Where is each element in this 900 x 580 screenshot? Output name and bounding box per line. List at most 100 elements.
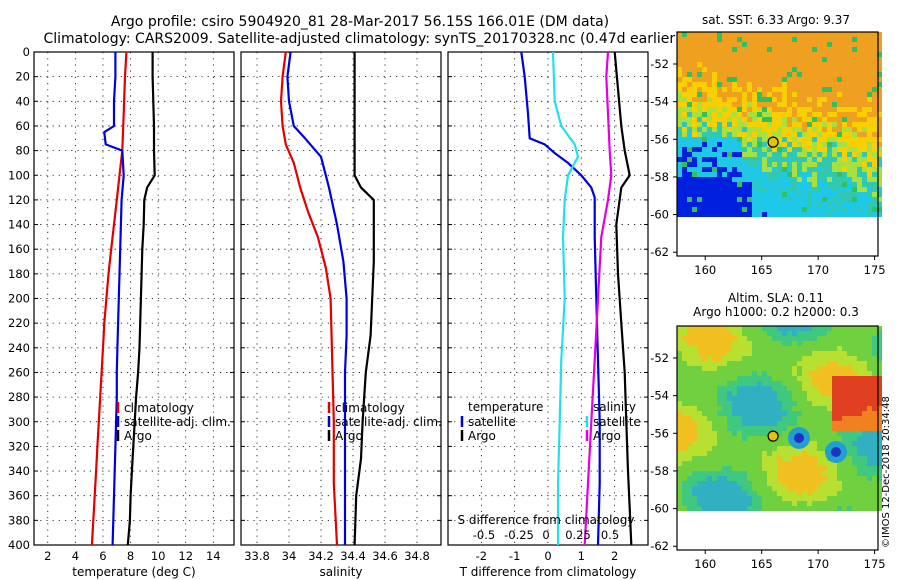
map-cell [682, 416, 687, 421]
map-cell [842, 117, 847, 122]
map-cell [797, 212, 802, 217]
map-cell [707, 162, 712, 167]
map-cell [727, 172, 732, 177]
map-cell [737, 147, 742, 152]
map-cell [692, 411, 697, 416]
map-cell [747, 52, 752, 57]
map-cell [792, 192, 797, 197]
imos-credit: ©IMOS 12-Dec-2018 20:34:48 [881, 396, 892, 548]
map-cell [877, 202, 882, 207]
map-cell [822, 67, 827, 72]
y-tick-label: 20 [15, 70, 30, 84]
map-cell [822, 87, 827, 92]
map-cell [722, 351, 727, 356]
map-cell [772, 326, 777, 331]
map-cell [852, 117, 857, 122]
map-cell [732, 202, 737, 207]
map-cell [727, 431, 732, 436]
map-cell [767, 366, 772, 371]
map-cell [707, 167, 712, 172]
map-cell [832, 431, 837, 436]
map-cell [782, 461, 787, 466]
map-cell [677, 87, 682, 92]
map-cell [797, 192, 802, 197]
y-tick-label: 180 [8, 267, 30, 281]
map-cell [812, 396, 817, 401]
map-cell [842, 132, 847, 137]
map-cell [832, 461, 837, 466]
map-cell [682, 461, 687, 466]
map-cell [717, 87, 722, 92]
map-cell [822, 476, 827, 481]
map-cell [762, 391, 767, 396]
map-cell [687, 416, 692, 421]
map-cell [697, 346, 702, 351]
map-cell [702, 67, 707, 72]
map-cell [742, 117, 747, 122]
map-cell [692, 406, 697, 411]
map-cell [802, 142, 807, 147]
map-cell [722, 107, 727, 112]
map-cell [817, 142, 822, 147]
map-cell [777, 331, 782, 336]
map-cell [842, 97, 847, 102]
map-cell [702, 32, 707, 37]
map-cell [697, 391, 702, 396]
map-cell [782, 87, 787, 92]
map-cell [707, 386, 712, 391]
map-cell [757, 147, 762, 152]
map-cell [702, 102, 707, 107]
map-cell [677, 197, 682, 202]
map-cell [787, 47, 792, 52]
map-cell [747, 57, 752, 62]
map-cell [687, 87, 692, 92]
map-cell [807, 326, 812, 331]
map-cell [812, 351, 817, 356]
map-cell [842, 426, 847, 431]
map-cell [797, 117, 802, 122]
map-cell [677, 137, 682, 142]
series-satellite-adj-clim- [103, 52, 125, 546]
map-cell [727, 446, 732, 451]
map-cell [807, 426, 812, 431]
map-cell [762, 386, 767, 391]
map-cell [847, 67, 852, 72]
map-cell [862, 157, 867, 162]
map-cell [752, 346, 757, 351]
map-cell [817, 471, 822, 476]
map-cell [832, 182, 837, 187]
map-cell [867, 461, 872, 466]
map-cell [697, 481, 702, 486]
map-cell [822, 381, 827, 386]
map-cell [677, 117, 682, 122]
map-cell [847, 336, 852, 341]
map-cell [767, 32, 772, 37]
map-cell [857, 381, 862, 386]
map-cell [697, 162, 702, 167]
map-cell [737, 52, 742, 57]
map-cell [732, 57, 737, 62]
map-cell [717, 202, 722, 207]
map-cell [722, 72, 727, 77]
map-cell [747, 142, 752, 147]
map-cell [827, 122, 832, 127]
map-cell [872, 381, 877, 386]
map-cell [742, 87, 747, 92]
map-cell [812, 132, 817, 137]
series-climatology [279, 51, 339, 546]
map-cell [802, 381, 807, 386]
map-cell [862, 92, 867, 97]
map-cell [697, 142, 702, 147]
map-cell [832, 326, 837, 331]
map-cell [802, 506, 807, 511]
map-cell [732, 346, 737, 351]
map-cell [832, 162, 837, 167]
map-cell [682, 391, 687, 396]
map-cell [717, 157, 722, 162]
map-cell [792, 187, 797, 192]
map-cell [737, 496, 742, 501]
map-cell [867, 496, 872, 501]
map-cell [742, 102, 747, 107]
map-cell [687, 346, 692, 351]
map-cell [682, 401, 687, 406]
